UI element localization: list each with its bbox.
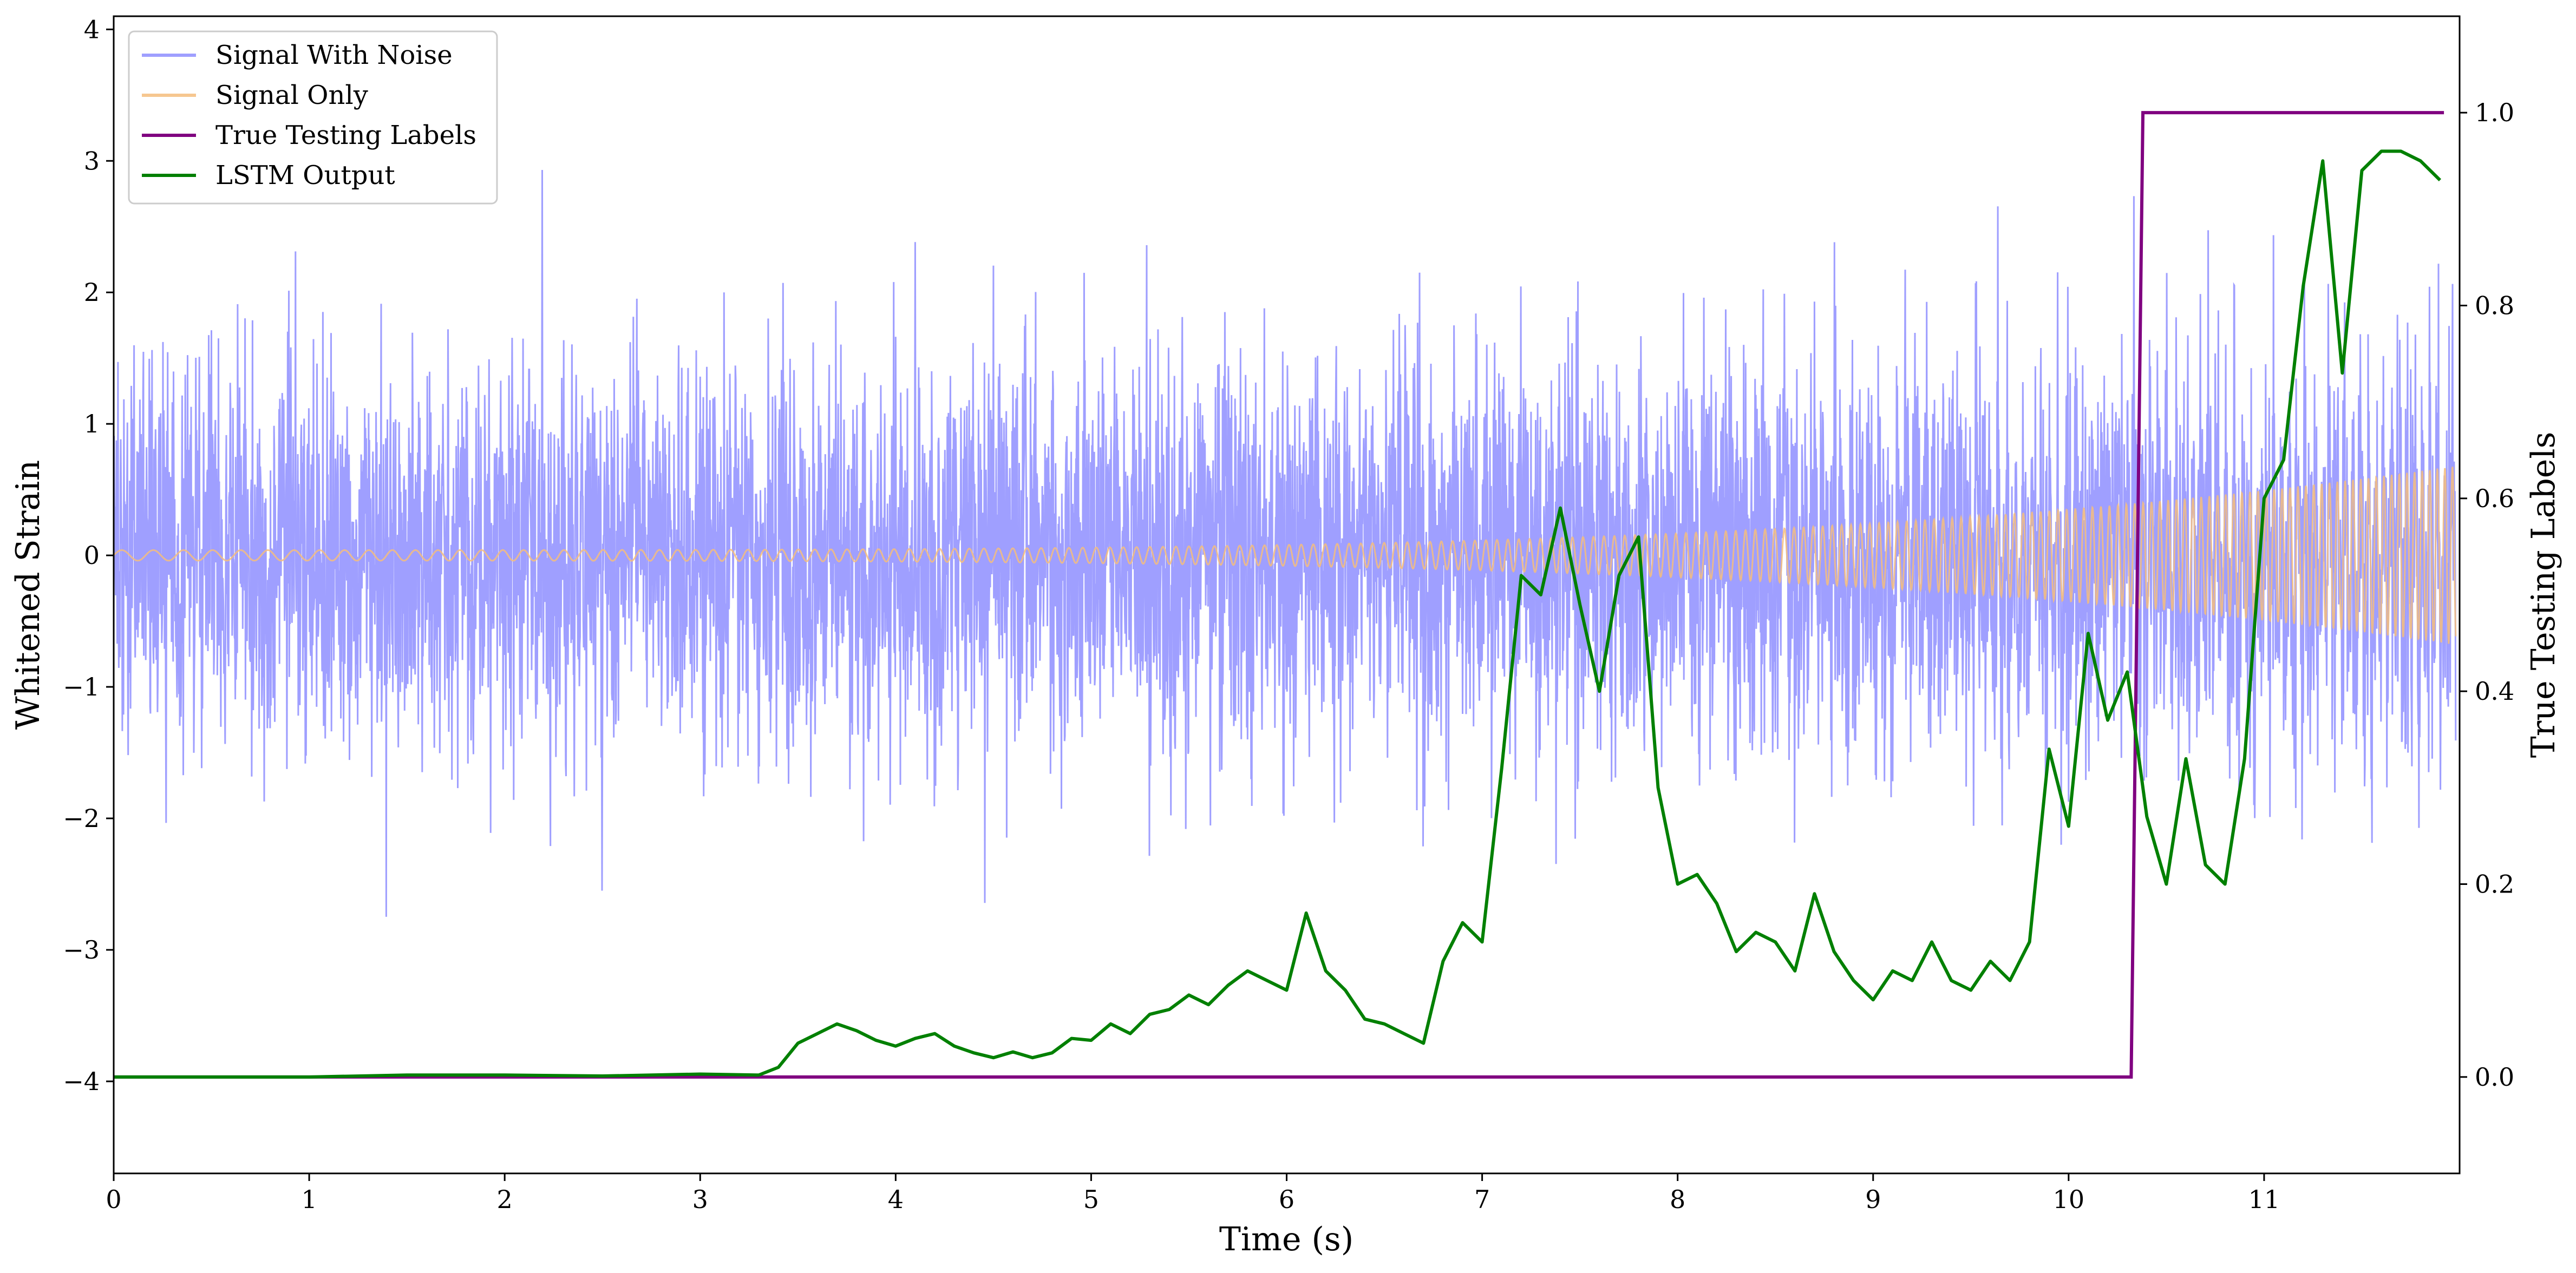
legend: Signal With Noise Signal Only True Testing…	[128, 30, 498, 205]
legend-signal-only: Signal Only	[142, 80, 368, 110]
y-left-axis-ticks: −4 −3 −2 −1 0 1 2 3 4	[63, 15, 114, 1096]
legend-true-testing-labels-label: True Testing Labels	[215, 120, 476, 150]
x-tick-label: 4	[888, 1185, 904, 1214]
x-tick-label: 1	[301, 1185, 317, 1214]
y-right-tick-label: 0.2	[2475, 870, 2514, 899]
series-true-testing-labels	[114, 111, 2444, 1079]
y-left-tick-label: 3	[84, 146, 100, 175]
legend-lstm-output: LSTM Output	[142, 160, 395, 191]
legend-signal-with-noise: Signal With Noise	[142, 40, 453, 70]
legend-signal-only-label: Signal Only	[215, 80, 368, 110]
legend-true-testing-labels: True Testing Labels	[142, 120, 476, 150]
series-signal-with-noise	[114, 169, 2457, 917]
x-tick-label: 9	[1865, 1185, 1881, 1214]
y-left-tick-label: −1	[63, 672, 100, 701]
x-tick-label: 2	[497, 1185, 513, 1214]
y-left-tick-label: −3	[63, 935, 100, 964]
y-left-tick-label: 4	[84, 15, 100, 44]
y-right-axis-label: True Testing Labels	[2525, 432, 2562, 758]
y-left-tick-label: −2	[63, 804, 100, 833]
y-right-tick-label: 0.6	[2475, 484, 2514, 513]
series-signal-only	[114, 467, 2457, 644]
y-left-tick-label: 0	[84, 541, 100, 570]
x-tick-label: 7	[1474, 1185, 1490, 1214]
legend-signal-with-noise-label: Signal With Noise	[215, 40, 453, 70]
y-right-tick-label: 0.4	[2475, 677, 2514, 706]
y-left-tick-label: 1	[84, 409, 100, 438]
x-axis-label: Time (s)	[1219, 1220, 1354, 1258]
x-tick-label: 8	[1670, 1185, 1685, 1214]
y-right-tick-label: 1.0	[2475, 98, 2514, 127]
y-right-axis-ticks: 0.0 0.2 0.4 0.6 0.8 1.0	[2460, 98, 2514, 1092]
legend-box	[128, 30, 498, 205]
x-axis-ticks: 0 1 2 3 4 5 6 7 8 9 10 11	[106, 1173, 2280, 1214]
legend-lstm-output-label: LSTM Output	[215, 160, 395, 191]
x-tick-label: 11	[2248, 1185, 2280, 1214]
plot-area	[114, 111, 2457, 1079]
y-right-tick-label: 0.0	[2475, 1062, 2514, 1092]
y-left-tick-label: −4	[63, 1067, 100, 1096]
x-tick-label: 0	[106, 1185, 121, 1214]
y-left-tick-label: 2	[84, 278, 100, 307]
x-tick-label: 10	[2053, 1185, 2085, 1214]
series-lstm-output	[114, 149, 2441, 1079]
x-tick-label: 3	[692, 1185, 708, 1214]
x-tick-label: 5	[1083, 1185, 1099, 1214]
y-left-axis-label: Whitened Strain	[9, 460, 47, 730]
x-tick-label: 6	[1279, 1185, 1294, 1214]
y-right-tick-label: 0.8	[2475, 291, 2514, 320]
